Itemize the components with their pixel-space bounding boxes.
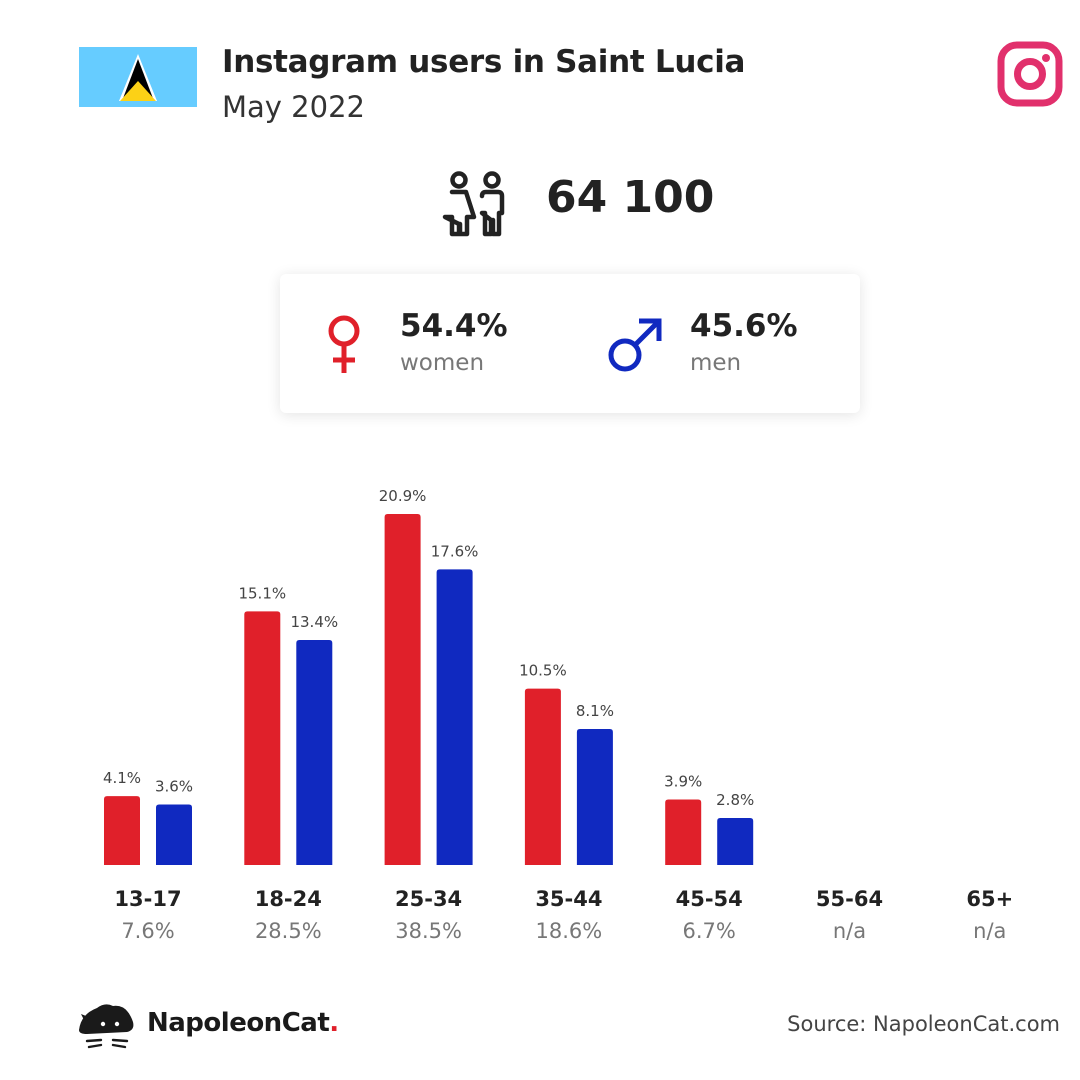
age-group-label-25-34: 25-34 xyxy=(395,887,462,911)
bar-women-35-44 xyxy=(524,688,561,865)
age-group-total-18-24: 28.5% xyxy=(255,919,322,943)
data-label-women-45-54: 3.9% xyxy=(664,773,702,791)
bar-women-25-34 xyxy=(384,514,421,865)
age-group-label-18-24: 18-24 xyxy=(255,887,322,911)
male-symbol-icon xyxy=(608,318,662,372)
bar-women-18-24 xyxy=(244,611,281,865)
gender-split-card: 54.4% women 45.6% men xyxy=(280,274,860,413)
female-symbol-icon xyxy=(328,315,360,373)
brand-name: NapoleonCat. xyxy=(147,1008,339,1038)
data-label-men-25-34: 17.6% xyxy=(431,542,479,560)
age-group-total-25-34: 38.5% xyxy=(395,919,462,943)
men-label: men xyxy=(690,350,742,376)
data-label-women-35-44: 10.5% xyxy=(519,662,567,680)
age-group-label-55-64: 55-64 xyxy=(816,887,883,911)
napoleoncat-logo-icon xyxy=(79,1004,134,1049)
data-label-men-45-54: 2.8% xyxy=(716,791,754,809)
bar-women-45-54 xyxy=(665,799,702,865)
bar-men-18-24 xyxy=(296,639,333,865)
age-group-total-65+: n/a xyxy=(973,919,1006,943)
bar-men-25-34 xyxy=(436,569,473,865)
saint-lucia-flag-icon xyxy=(79,47,197,107)
bar-women-13-17 xyxy=(104,796,140,865)
age-group-label-65+: 65+ xyxy=(966,887,1013,911)
age-group-total-55-64: n/a xyxy=(833,919,866,943)
age-group-total-13-17: 7.6% xyxy=(121,919,174,943)
people-icon xyxy=(442,171,505,237)
bar-men-45-54 xyxy=(717,817,754,865)
age-group-total-35-44: 18.6% xyxy=(536,919,603,943)
source-note: Source: NapoleonCat.com xyxy=(787,1012,1060,1036)
age-group-label-35-44: 35-44 xyxy=(535,887,602,911)
data-label-women-25-34: 20.9% xyxy=(379,487,427,505)
instagram-icon xyxy=(997,41,1063,107)
age-group-label-13-17: 13-17 xyxy=(114,887,181,911)
data-label-women-13-17: 4.1% xyxy=(103,769,141,787)
women-label: women xyxy=(400,350,485,376)
bar-men-13-17 xyxy=(156,804,192,865)
data-label-men-35-44: 8.1% xyxy=(576,702,614,720)
data-label-women-18-24: 15.1% xyxy=(238,584,286,602)
age-group-label-45-54: 45-54 xyxy=(676,887,743,911)
bar-men-35-44 xyxy=(576,728,613,865)
men-percent: 45.6% xyxy=(690,308,798,344)
data-label-men-13-17: 3.6% xyxy=(155,778,193,796)
page-subtitle: May 2022 xyxy=(222,90,365,124)
age-group-total-45-54: 6.7% xyxy=(683,919,736,943)
women-percent: 54.4% xyxy=(400,308,508,344)
total-users: 64 100 xyxy=(546,172,715,223)
data-label-men-18-24: 13.4% xyxy=(290,613,338,631)
page-title: Instagram users in Saint Lucia xyxy=(222,44,746,80)
